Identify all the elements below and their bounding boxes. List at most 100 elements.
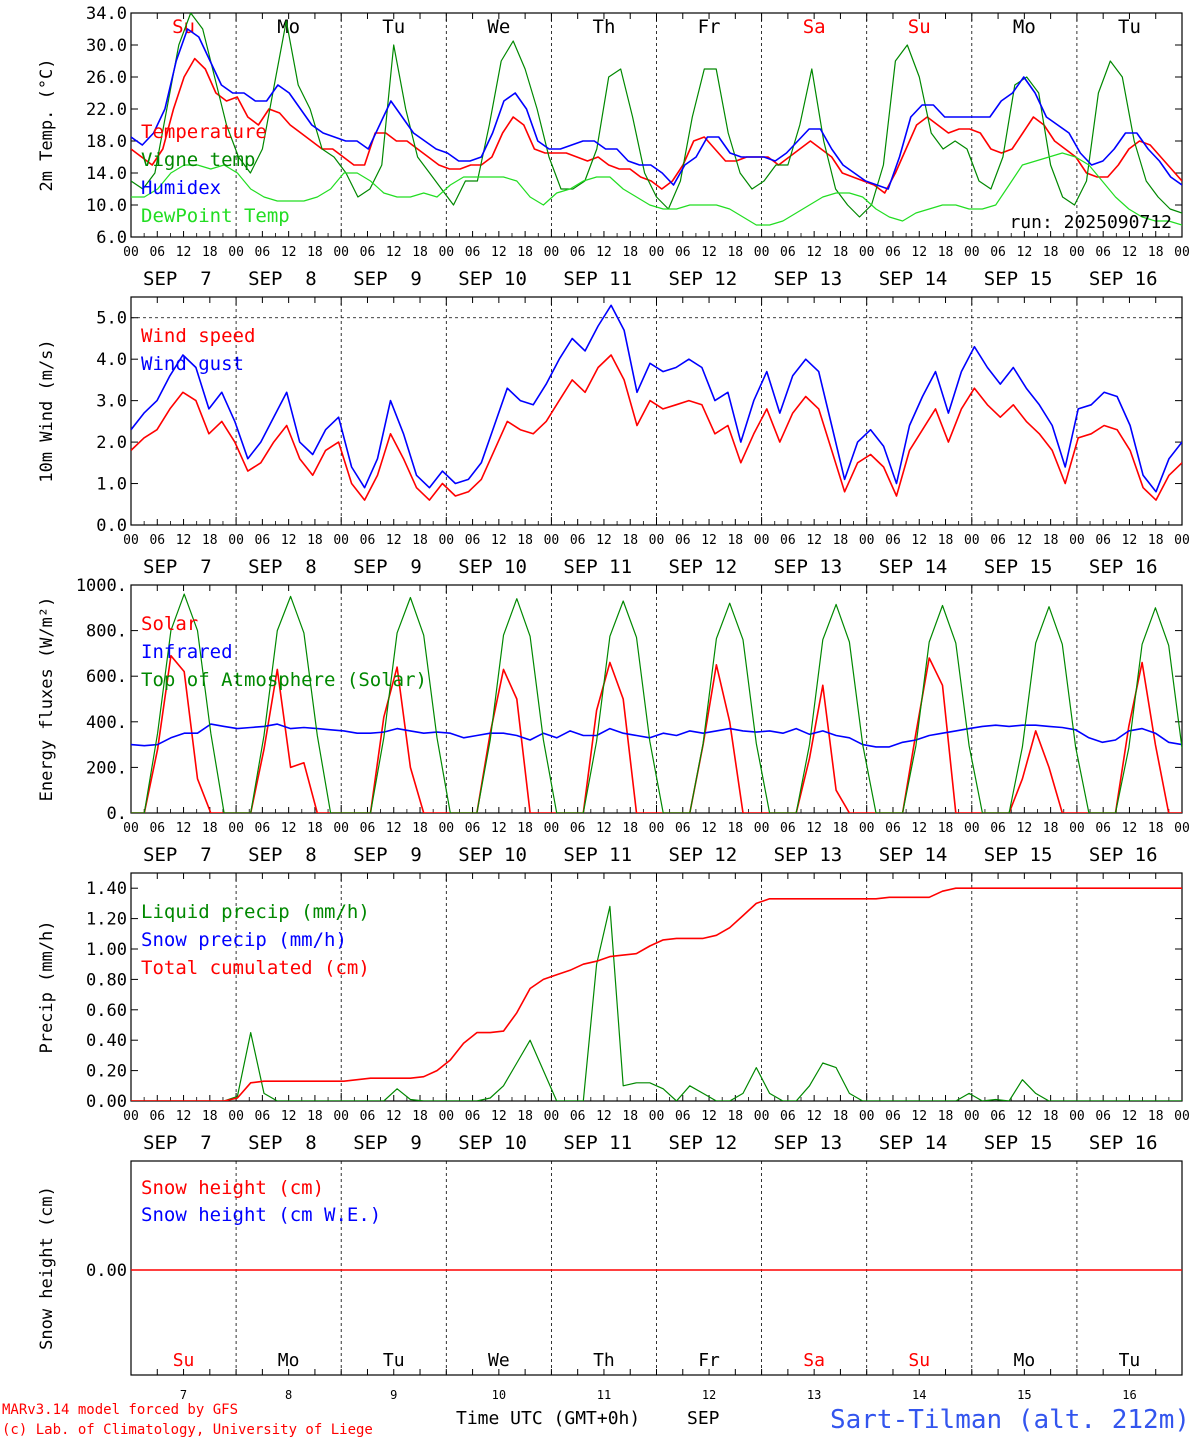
x-tick-label: 00 [438,533,454,548]
day-number-label: 10 [492,1388,506,1402]
weekday-label: Su [908,1350,930,1371]
x-tick-label: 00 [964,1109,980,1124]
x-tick-label: 12 [806,821,822,836]
date-label: SEP 13 [774,556,843,578]
x-tick-label: 18 [727,821,743,836]
x-tick-label: 18 [202,821,218,836]
date-label: SEP 14 [879,844,948,866]
x-tick-label: 12 [911,821,927,836]
weekday-label: Mo [277,16,300,38]
date-label: SEP 11 [563,556,632,578]
x-tick-label: 12 [491,1109,507,1124]
date-label: SEP 10 [458,556,527,578]
date-label: SEP 8 [248,268,317,290]
weekday-label: Sa [803,16,826,38]
x-tick-label: 06 [465,1109,481,1124]
x-tick-label: 12 [281,245,297,260]
x-tick-label: 18 [307,533,323,548]
y-tick-label: 2.0 [96,433,127,453]
x-tick-label: 18 [938,1109,954,1124]
series-line-dewpoint-temp [131,152,1182,226]
x-tick-label: 18 [1148,1109,1164,1124]
x-tick-label: 00 [859,821,875,836]
y-tick-label: 200. [86,758,127,778]
x-tick-label: 18 [1043,821,1059,836]
date-label: SEP 14 [879,556,948,578]
legend-entry: Temperature [141,121,267,143]
date-label: SEP 12 [669,1132,738,1154]
model-credit-line2: (c) Lab. of Climatology, University of L… [2,1422,373,1438]
series-line-vigne-temp [131,13,1182,218]
legend-entry: Snow height (cm) [141,1177,324,1199]
date-label: SEP 12 [669,556,738,578]
x-tick-label: 12 [1017,1109,1033,1124]
x-tick-label: 18 [727,533,743,548]
x-tick-label: 00 [438,1109,454,1124]
x-tick-label: 06 [780,533,796,548]
weekday-label: Mo [1013,16,1036,38]
footer: MARv3.14 model forced by GFS (c) Lab. of… [2,1402,1190,1438]
x-tick-label: 12 [596,821,612,836]
x-tick-label: 06 [360,821,376,836]
day-number-label: 13 [807,1388,821,1402]
x-tick-label: 06 [990,533,1006,548]
y-tick-label: 0.80 [86,970,127,990]
x-tick-label: 12 [911,1109,927,1124]
weekday-label: Mo [278,1350,300,1371]
series-line-infrared [131,723,1182,748]
x-tick-label: 06 [465,245,481,260]
day-number-label: 9 [390,1388,397,1402]
x-tick-label: 12 [491,821,507,836]
x-tick-label: 18 [938,245,954,260]
panel-5: 0.00 Snow height (cm) Su Mo Tu We Th Fr Sa Su Mo Tu… [37,1160,1183,1402]
x-tick-label: 00 [123,821,139,836]
x-tick-label: 00 [438,821,454,836]
date-label: SEP 12 [669,844,738,866]
legend-entry: Wind speed [141,325,255,347]
x-tick-label: 06 [780,821,796,836]
x-tick-label: 06 [570,1109,586,1124]
x-tick-label: 12 [701,1109,717,1124]
day-number-label: 16 [1122,1388,1136,1402]
series-line-wind-speed [131,354,1182,501]
weekday-label: We [487,16,510,38]
x-tick-label: 00 [649,821,665,836]
x-tick-label: 18 [1148,533,1164,548]
x-tick-label: 00 [438,245,454,260]
weekday-label: Tu [1118,16,1141,38]
x-tick-label: 18 [307,1109,323,1124]
x-tick-label: 18 [202,245,218,260]
weekday-label: Su [908,16,931,38]
x-tick-label: 06 [780,1109,796,1124]
x-tick-label: 06 [885,533,901,548]
date-label: SEP 16 [1089,844,1158,866]
legend-entry: Total cumulated (cm) [141,957,370,979]
day-number-label: 11 [597,1388,611,1402]
x-tick-label: 06 [990,245,1006,260]
x-tick-label: 00 [123,533,139,548]
x-tick-label: 12 [386,533,402,548]
x-tick-label: 00 [1174,821,1190,836]
date-label: SEP 12 [669,268,738,290]
date-label: SEP 8 [248,556,317,578]
date-label: SEP 11 [563,1132,632,1154]
x-tick-label: 12 [1122,821,1138,836]
x-tick-label: 18 [938,533,954,548]
legend-entry: Snow precip (mm/h) [141,929,347,951]
y-axis-label: 2m Temp. (°C) [37,58,57,191]
x-tick-label: 00 [964,821,980,836]
x-tick-label: 06 [1095,533,1111,548]
model-credit-line1: MARv3.14 model forced by GFS [2,1402,238,1418]
x-tick-label: 12 [596,245,612,260]
date-label: SEP 9 [353,844,422,866]
panels-layer: 6.0 10.0 14.0 18.0 22.0 26.0 30.0 34.0 2m Temp. … [37,4,1190,1402]
weekday-label: Mo [1014,1350,1036,1371]
y-tick-label: 0.60 [86,1001,127,1021]
x-tick-label: 00 [859,245,875,260]
legend-entry: Top of Atmosphere (Solar) [141,669,427,691]
x-tick-label: 12 [176,533,192,548]
x-tick-label: 18 [412,1109,428,1124]
x-tick-label: 06 [255,245,271,260]
x-tick-label: 06 [1095,245,1111,260]
weekday-label: Su [173,1350,195,1371]
